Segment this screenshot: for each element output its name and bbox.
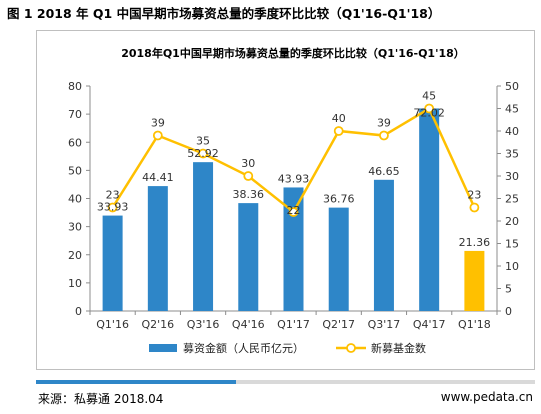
x-tick-label: Q1'18 [458, 318, 491, 331]
y-left-tick-label: 20 [68, 249, 82, 262]
axes: 0 10 20 30 40 50 60 70 80 0 5 10 15 20 25 30 35 40 45 50 Q1'… [68, 80, 519, 331]
y-left-tick-label: 50 [68, 164, 82, 177]
y-left-tick-label: 60 [68, 136, 82, 149]
legend-swatch-bars [149, 344, 177, 352]
y-left-tick-label: 70 [68, 108, 82, 121]
line-data-label: 22 [287, 204, 301, 217]
data-labels: 33.93 44.41 52.92 38.36 43.93 36.76 46.65 72.02… [97, 90, 490, 249]
line-data-label: 23 [467, 189, 481, 202]
y-right-tick-label: 30 [505, 170, 519, 183]
y-right-tick-label: 5 [505, 283, 512, 296]
line-data-label: 23 [106, 189, 120, 202]
y-left-tick-label: 0 [75, 305, 82, 318]
x-tick-label: Q1'17 [277, 318, 310, 331]
funds-point-Q1-16 [107, 202, 118, 213]
x-tick-label: Q1'16 [96, 318, 129, 331]
y-right-tick-label: 10 [505, 260, 519, 273]
combo-chart: 2018年Q1中国早期市场募资总量的季度环比比较（Q1'16-Q1'18） 0 1… [68, 46, 519, 355]
funds-point-Q4-17 [424, 103, 435, 114]
line-data-label: 39 [377, 117, 391, 130]
y-right-tick-label: 0 [505, 305, 512, 318]
x-tick-label: Q3'17 [368, 318, 401, 331]
bar-Q1-17 [283, 187, 304, 311]
bar-data-label: 21.36 [459, 236, 491, 249]
funds-point-Q2-17 [333, 126, 344, 136]
line-data-label: 30 [241, 157, 255, 170]
bar-Q2-17 [328, 207, 349, 311]
figure-caption: 图 1 2018 年 Q1 中国早期市场募资总量的季度环比比较（Q1'16-Q1… [7, 6, 441, 21]
legend-label-line: 新募基金数 [371, 341, 426, 355]
y-right-tick-label: 40 [505, 125, 519, 138]
x-tick-label: Q4'17 [413, 318, 446, 331]
line-data-label: 45 [422, 90, 436, 103]
y-right-tick-label: 15 [505, 238, 519, 251]
x-tick-label: Q2'16 [141, 318, 174, 331]
funds-point-Q2-16 [152, 130, 163, 141]
bar-Q4-16 [238, 203, 259, 311]
bar-Q2-16 [147, 186, 168, 311]
bar-data-label: 46.65 [368, 165, 400, 178]
legend-label-bars: 募资金额（人民币亿元） [183, 341, 304, 355]
bar-Q1-16 [102, 215, 123, 311]
chart-frame: 2018年Q1中国早期市场募资总量的季度环比比较（Q1'16-Q1'18） 0 1… [36, 30, 535, 370]
site-link[interactable]: www.pedata.cn [440, 390, 533, 404]
footer-divider-accent [36, 380, 236, 384]
bar-series [102, 108, 485, 311]
funds-point-Q1-17 [288, 207, 299, 217]
bar-data-label: 44.41 [142, 171, 174, 184]
funds-point-Q4-16 [243, 171, 254, 181]
y-right-tick-label: 50 [505, 80, 519, 93]
bar-data-label: 52.92 [187, 147, 219, 160]
legend: 募资金额（人民币亿元） 新募基金数 [149, 341, 426, 355]
bar-data-label: 36.76 [323, 193, 355, 206]
bar-Q4-17 [419, 108, 440, 311]
bar-Q3-17 [373, 179, 394, 311]
bar-data-label: 43.93 [278, 172, 310, 185]
y-right-tick-label: 45 [505, 103, 519, 116]
x-tick-label: Q4'16 [232, 318, 265, 331]
line-data-label: 40 [332, 112, 346, 125]
bar-Q3-16 [193, 162, 214, 311]
x-tick-label: Q3'16 [187, 318, 220, 331]
chart-title: 2018年Q1中国早期市场募资总量的季度环比比较（Q1'16-Q1'18） [121, 46, 465, 60]
funds-point-Q1-18 [469, 202, 480, 213]
bar-Q1-18 [464, 250, 485, 311]
y-left-tick-label: 80 [68, 80, 82, 93]
bar-data-label: 33.93 [97, 201, 129, 214]
y-left-tick-label: 10 [68, 277, 82, 290]
y-right-tick-label: 25 [505, 193, 519, 206]
funds-point-Q3-17 [379, 130, 389, 141]
source-text: 来源：私募通 2018.04 [38, 392, 164, 406]
y-left-tick-label: 40 [68, 193, 82, 206]
bar-data-label: 38.36 [233, 188, 265, 201]
line-series [107, 103, 480, 217]
y-right-tick-label: 20 [505, 215, 519, 228]
y-left-tick-label: 30 [68, 221, 82, 234]
footer-divider [36, 380, 535, 384]
line-data-label: 39 [151, 117, 165, 130]
y-right-tick-label: 35 [505, 148, 519, 161]
bar-data-label: 72.02 [413, 106, 445, 119]
legend-swatch-marker [346, 343, 356, 353]
x-tick-label: Q2'17 [322, 318, 355, 331]
line-data-label: 35 [196, 135, 210, 148]
funds-point-Q3-16 [198, 148, 208, 159]
